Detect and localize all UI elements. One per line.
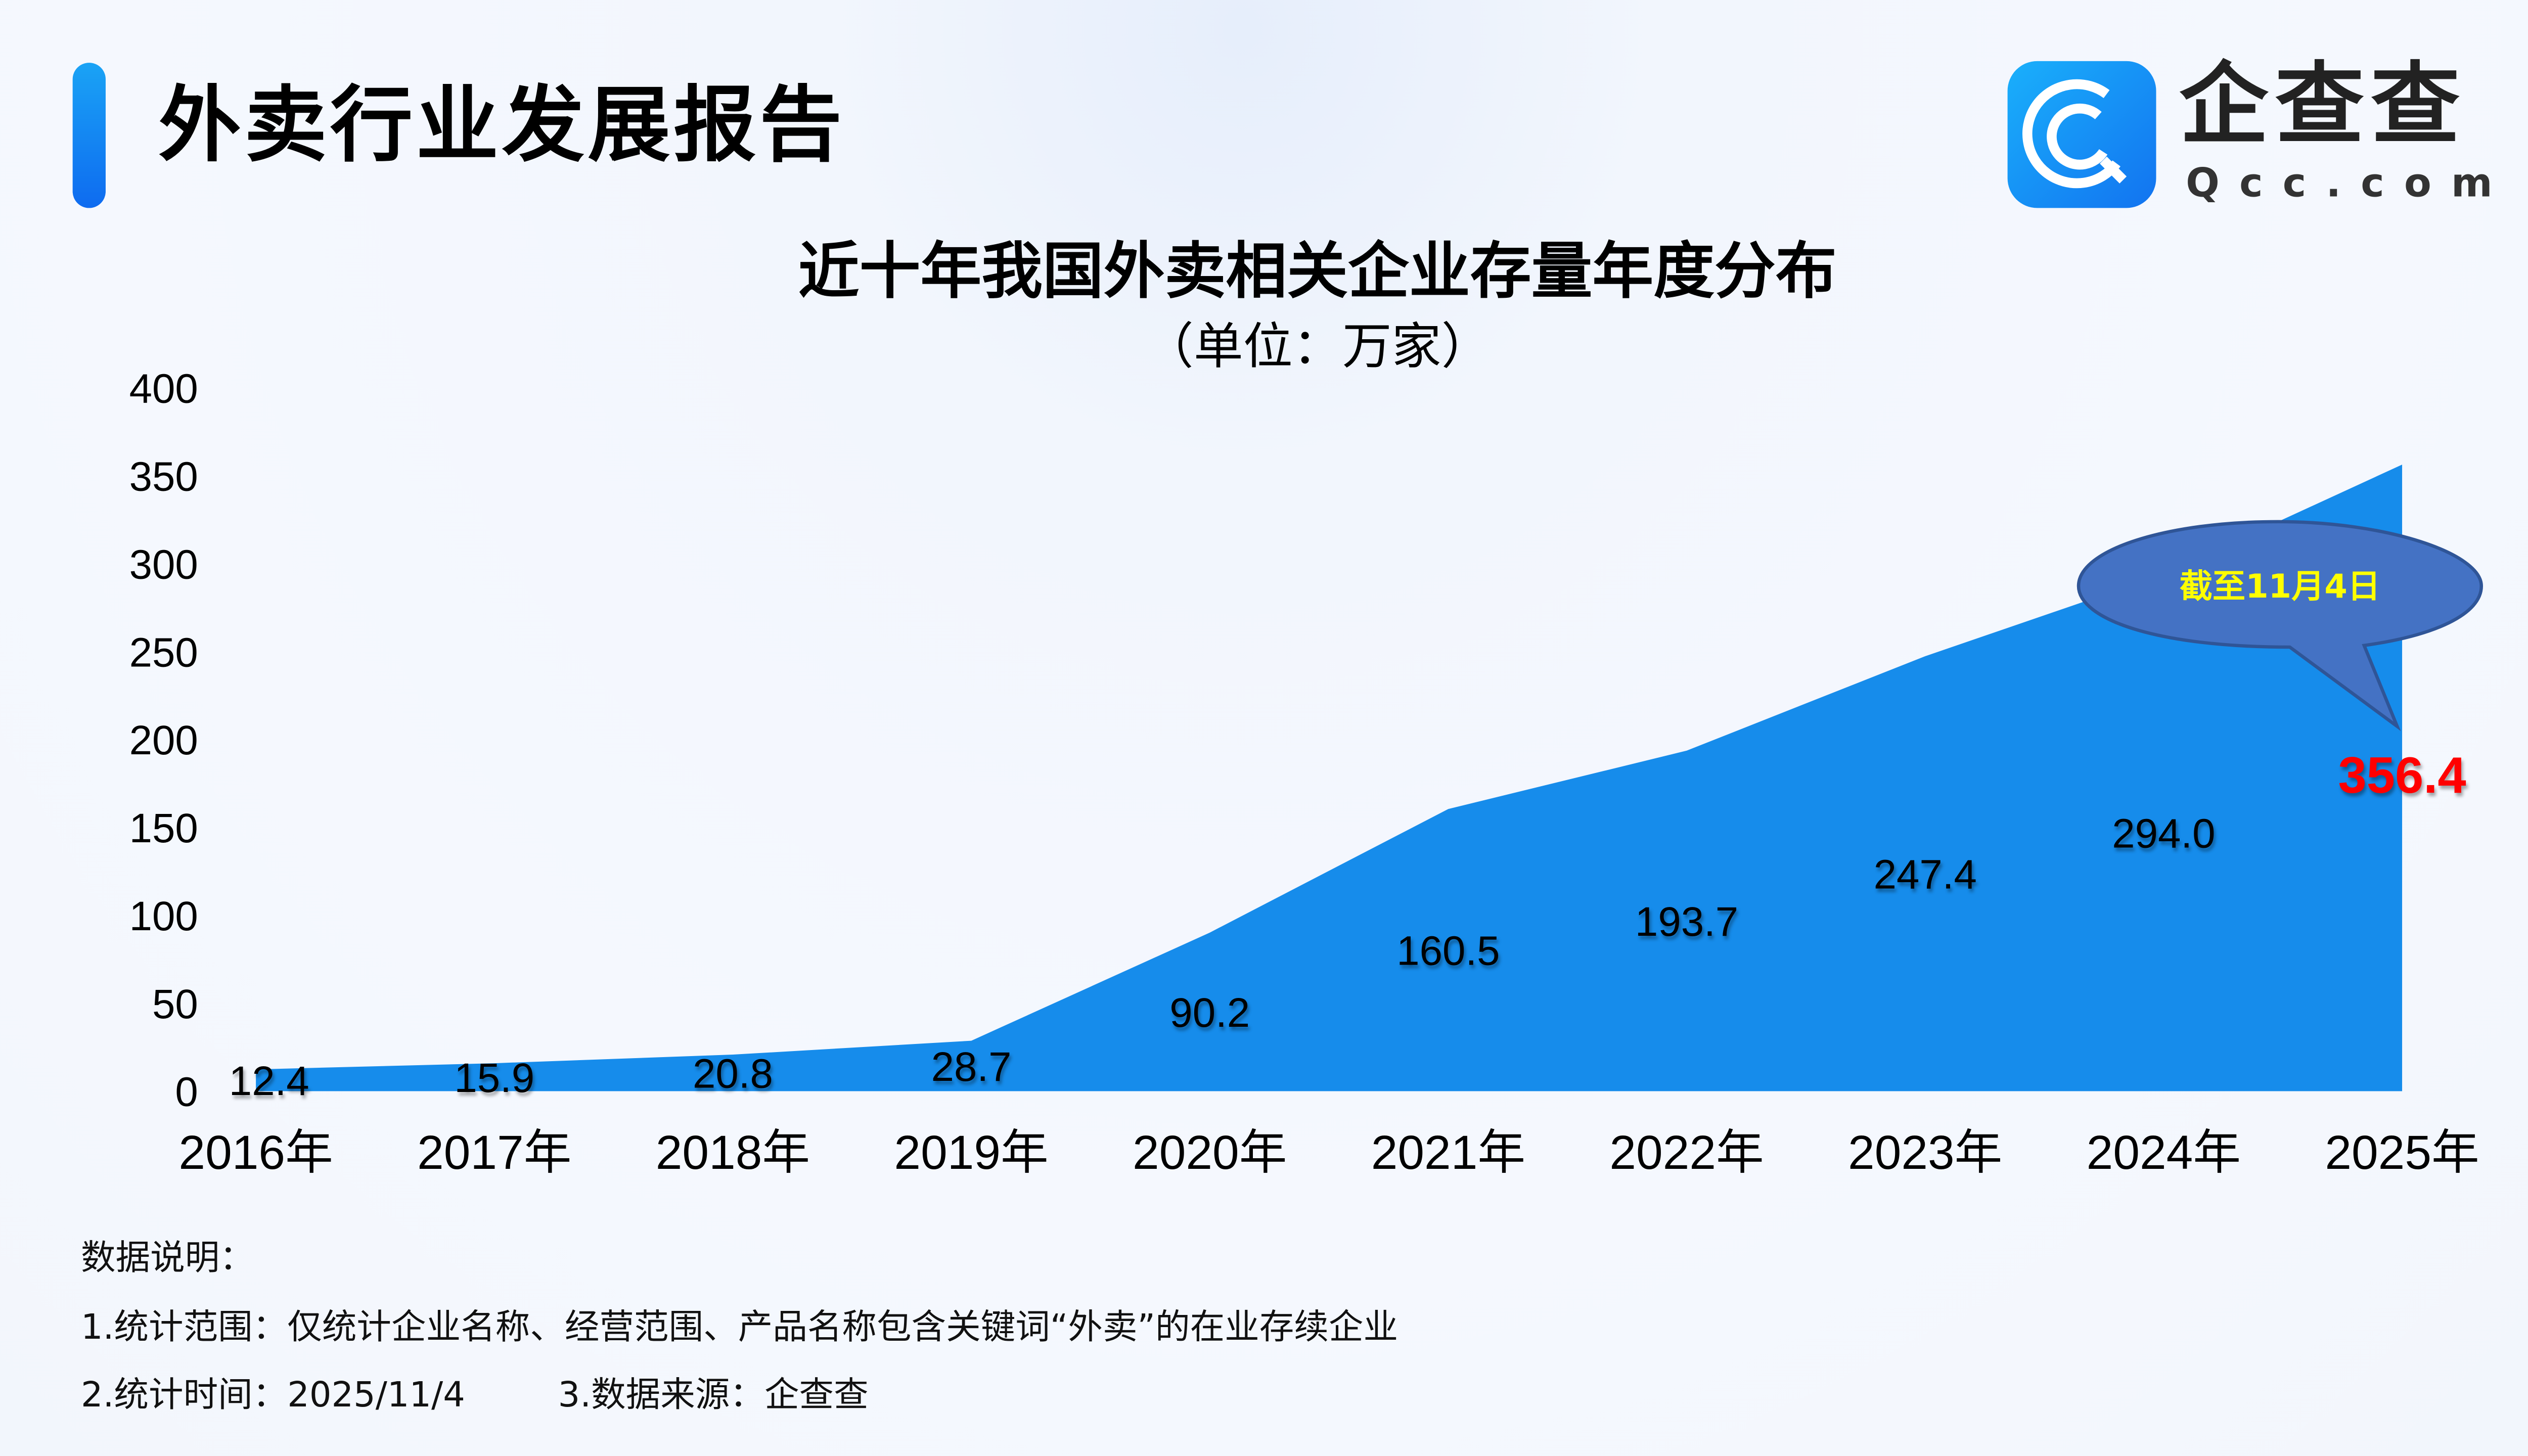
y-tick-label: 150 [129, 805, 198, 851]
annotation-callout [2076, 520, 2484, 732]
data-label: 193.7 [1635, 899, 1738, 945]
data-label: 12.4 [229, 1058, 309, 1104]
title-accent-bar [72, 63, 106, 208]
logo-text: 企查查 [2179, 53, 2467, 157]
x-tick-label: 2016年 [178, 1126, 333, 1179]
x-tick-label: 2020年 [1133, 1126, 1287, 1179]
y-tick-label: 400 [129, 366, 198, 412]
logo-domain: Qcc.com [2186, 160, 2512, 207]
y-tick-label: 350 [129, 454, 198, 500]
data-label: 160.5 [1396, 928, 1500, 974]
data-label: 28.7 [931, 1044, 1012, 1090]
chart-title: 近十年我国外卖相关企业存量年度分布 [798, 236, 1837, 307]
y-tick-label: 200 [129, 717, 198, 763]
y-tick-label: 100 [129, 893, 198, 939]
notes-source: 3.数据来源：企查查 [558, 1375, 869, 1415]
qcc-logo-icon [2007, 61, 2156, 208]
notes-scope: 1.统计范围：仅统计企业名称、经营范围、产品名称包含关键词“外卖”的在业存续企业 [81, 1307, 1398, 1347]
data-label: 294.0 [2112, 811, 2215, 857]
data-label: 247.4 [1874, 852, 1977, 898]
x-tick-label: 2022年 [1609, 1126, 1764, 1179]
data-label: 20.8 [693, 1051, 773, 1097]
x-tick-label: 2021年 [1371, 1126, 1525, 1179]
x-tick-label: 2018年 [656, 1126, 810, 1179]
x-tick-label: 2017年 [417, 1126, 571, 1179]
data-label: 15.9 [454, 1055, 534, 1101]
data-label: 356.4 [2338, 747, 2466, 804]
page-title: 外卖行业发展报告 [158, 77, 845, 173]
x-tick-label: 2019年 [894, 1126, 1048, 1179]
annotation-text: 截至11月4日 [2180, 567, 2381, 606]
x-tick-label: 2025年 [2325, 1126, 2479, 1179]
data-label: 90.2 [1169, 990, 1250, 1036]
x-tick-label: 2023年 [1848, 1126, 2002, 1179]
notes-time: 2.统计时间：2025/11/4 [81, 1375, 465, 1415]
x-tick-label: 2024年 [2087, 1126, 2241, 1179]
y-tick-label: 50 [152, 981, 198, 1027]
y-tick-label: 250 [129, 629, 198, 675]
y-tick-label: 0 [175, 1069, 198, 1115]
area-series [256, 464, 2403, 1091]
chart-subtitle: （单位：万家） [1144, 318, 1491, 377]
y-tick-label: 300 [129, 541, 198, 587]
notes-heading: 数据说明： [81, 1238, 254, 1278]
